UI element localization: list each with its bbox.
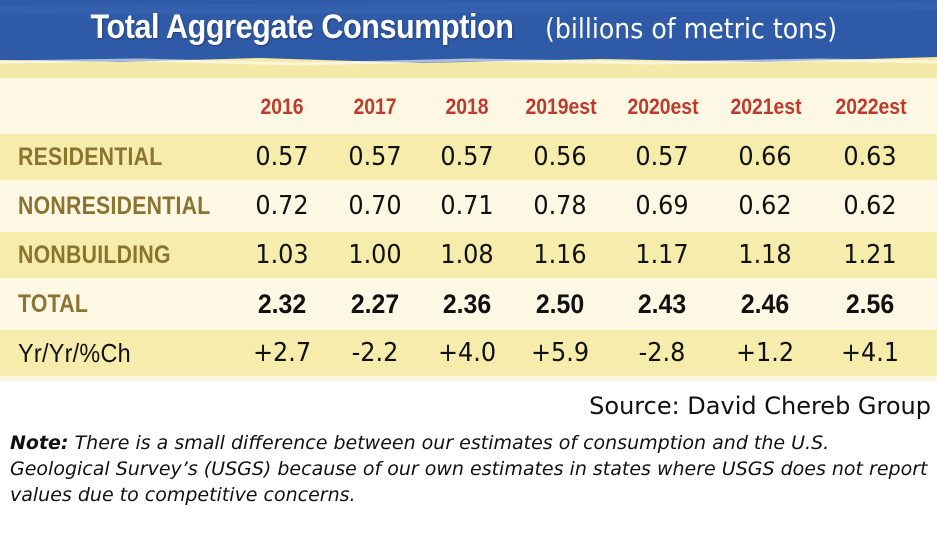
table-row-total: TOTAL 2.32 2.27 2.36 2.50 2.43 2.46 2.56 — [0, 281, 937, 327]
table-cell: 0.63 — [843, 142, 897, 172]
table-cell: 2.43 — [637, 289, 687, 319]
banner-brush-stripe — [0, 0, 937, 78]
table-row-residential: RESIDENTIAL 0.57 0.57 0.57 0.56 0.57 0.6… — [0, 134, 937, 180]
table-cell: 0.69 — [635, 191, 689, 221]
table-cell: 2.46 — [740, 289, 790, 319]
table-cell: 0.62 — [843, 191, 897, 221]
table-cell: 2.32 — [257, 289, 307, 319]
column-header: 2022est — [835, 94, 907, 119]
column-header: 2020est — [627, 94, 699, 119]
table-cell: 1.16 — [533, 240, 587, 270]
source-credit: Source: David Chereb Group — [589, 392, 931, 420]
table-cell: 0.66 — [738, 142, 792, 172]
data-table: 2016 2017 2018 2019est 2020est 2021est 2… — [0, 78, 937, 382]
table-cell: 2.27 — [350, 289, 400, 319]
row-label: NONBUILDING — [18, 241, 171, 269]
row-label: NONRESIDENTIAL — [18, 192, 211, 220]
chart-title: Total Aggregate Consumption — [90, 8, 514, 46]
column-header: 2016 — [260, 94, 304, 119]
table-row-yoy: Yr/Yr/%Ch +2.7 -2.2 +4.0 +5.9 -2.8 +1.2 … — [0, 330, 937, 376]
table-cell: 1.17 — [635, 240, 689, 270]
column-header: 2019est — [525, 94, 597, 119]
row-label: TOTAL — [18, 290, 89, 318]
footnote: Note: There is a small difference betwee… — [10, 430, 930, 508]
table-cell: 2.56 — [845, 289, 895, 319]
column-header: 2018 — [445, 94, 489, 119]
row-label: Yr/Yr/%Ch — [18, 338, 131, 368]
table-row-nonresidential: NONRESIDENTIAL 0.72 0.70 0.71 0.78 0.69 … — [0, 183, 937, 229]
table-cell: 0.70 — [348, 191, 402, 221]
note-label: Note: — [10, 432, 69, 454]
table-cell: 1.08 — [440, 240, 494, 270]
title-banner: Total Aggregate Consumption (billions of… — [0, 0, 937, 78]
header-row: 2016 2017 2018 2019est 2020est 2021est 2… — [0, 84, 937, 130]
table-cell: +5.9 — [530, 338, 590, 368]
table-cell: +4.0 — [437, 338, 497, 368]
table-cell: 2.50 — [535, 289, 585, 319]
table-cell: 0.62 — [738, 191, 792, 221]
column-header: 2021est — [730, 94, 802, 119]
table-cell: +4.1 — [840, 338, 900, 368]
column-header: 2017 — [353, 94, 397, 119]
table-row-nonbuilding: NONBUILDING 1.03 1.00 1.08 1.16 1.17 1.1… — [0, 232, 937, 278]
table-cell: 1.00 — [348, 240, 402, 270]
table-cell: 0.57 — [348, 142, 402, 172]
table-cell: -2.8 — [638, 338, 686, 368]
table-cell: 0.72 — [255, 191, 309, 221]
table-cell: 1.18 — [738, 240, 792, 270]
title-line: Total Aggregate Consumption (billions of… — [0, 8, 937, 47]
table-cell: 0.78 — [533, 191, 587, 221]
table-cell: 0.56 — [533, 142, 587, 172]
table-cell: 0.57 — [255, 142, 309, 172]
table-cell: 1.03 — [255, 240, 309, 270]
table-cell: +1.2 — [735, 338, 795, 368]
table-cell: 0.71 — [440, 191, 494, 221]
table-cell: 2.36 — [442, 289, 492, 319]
table-cell: +2.7 — [252, 338, 312, 368]
chart-unit: (billions of metric tons) — [545, 12, 838, 45]
table-cell: 0.57 — [635, 142, 689, 172]
row-label: RESIDENTIAL — [18, 143, 163, 171]
table-cell: -2.2 — [351, 338, 399, 368]
note-text: There is a small difference between our … — [10, 432, 928, 506]
table-cell: 0.57 — [440, 142, 494, 172]
table-cell: 1.21 — [843, 240, 897, 270]
